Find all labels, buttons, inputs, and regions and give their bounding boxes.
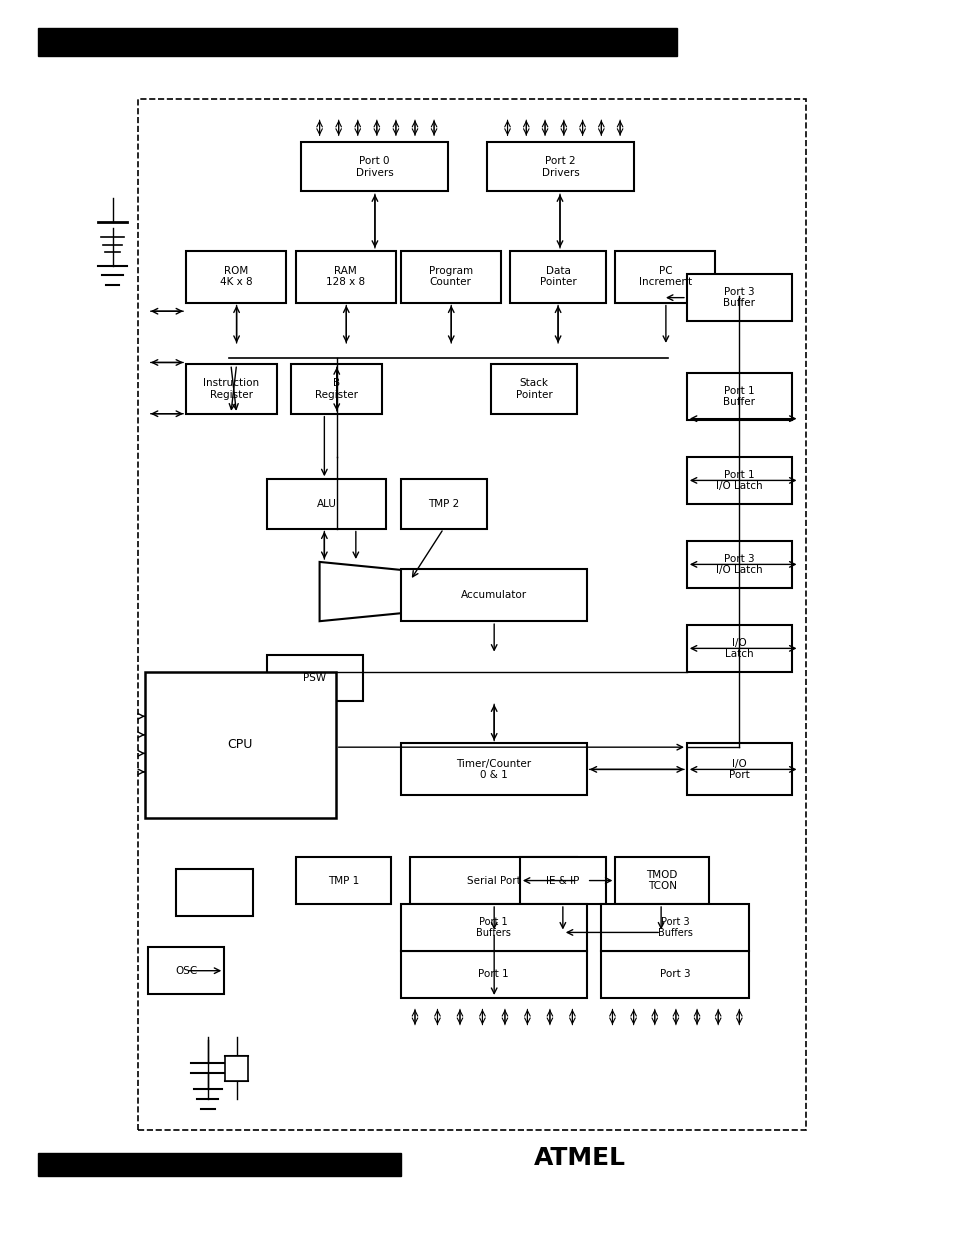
Bar: [38, 1153, 400, 1176]
Text: Port 3: Port 3: [659, 969, 690, 979]
Text: TMP 1: TMP 1: [328, 876, 358, 885]
Bar: [400, 479, 486, 529]
Bar: [519, 857, 605, 904]
Text: TMP 2: TMP 2: [428, 499, 458, 509]
Text: Accumulator: Accumulator: [460, 590, 526, 600]
Text: I/O
Latch: I/O Latch: [724, 637, 753, 659]
Text: Serial Port: Serial Port: [466, 876, 520, 885]
Bar: [176, 869, 253, 916]
Bar: [295, 251, 395, 303]
Text: Instruction
Register: Instruction Register: [203, 378, 259, 400]
Text: ROM
4K x 8: ROM 4K x 8: [219, 266, 253, 288]
Bar: [615, 857, 708, 904]
Bar: [686, 457, 791, 504]
Text: Port 0
Drivers: Port 0 Drivers: [355, 156, 393, 178]
Bar: [300, 142, 448, 191]
Bar: [295, 857, 391, 904]
Bar: [186, 364, 276, 414]
Bar: [400, 569, 586, 621]
Bar: [138, 99, 805, 1130]
Bar: [400, 251, 500, 303]
Text: PSW: PSW: [303, 673, 326, 683]
Text: TMOD
TCON: TMOD TCON: [646, 869, 677, 892]
Bar: [267, 655, 362, 701]
Bar: [225, 1056, 248, 1081]
Bar: [600, 951, 748, 998]
Polygon shape: [319, 562, 410, 621]
Bar: [267, 479, 386, 529]
Text: RAM
128 x 8: RAM 128 x 8: [326, 266, 365, 288]
Bar: [686, 274, 791, 321]
Text: CPU: CPU: [228, 739, 253, 751]
Bar: [400, 951, 586, 998]
Text: Port 1: Port 1: [477, 969, 509, 979]
Text: Port 3
I/O Latch: Port 3 I/O Latch: [716, 553, 761, 576]
Bar: [400, 904, 586, 951]
Text: Port 2
Drivers: Port 2 Drivers: [541, 156, 578, 178]
Bar: [615, 251, 715, 303]
Bar: [686, 541, 791, 588]
Text: Port 1
I/O Latch: Port 1 I/O Latch: [716, 469, 761, 492]
Bar: [186, 251, 286, 303]
Text: PC
Increment: PC Increment: [639, 266, 691, 288]
Text: B
Register: B Register: [314, 378, 357, 400]
Text: IE & IP: IE & IP: [546, 876, 578, 885]
Bar: [686, 743, 791, 795]
Bar: [410, 857, 577, 904]
Text: Timer/Counter
0 & 1: Timer/Counter 0 & 1: [456, 758, 531, 781]
Text: Stack
Pointer: Stack Pointer: [516, 378, 552, 400]
Bar: [400, 743, 586, 795]
Text: Port 3
Buffers: Port 3 Buffers: [657, 916, 692, 939]
Bar: [148, 947, 224, 994]
Bar: [486, 142, 634, 191]
Text: Port 1
Buffer: Port 1 Buffer: [722, 385, 755, 408]
Text: OSC: OSC: [174, 966, 197, 976]
Text: Data
Pointer: Data Pointer: [539, 266, 576, 288]
Text: I/O
Port: I/O Port: [728, 758, 749, 781]
Bar: [600, 904, 748, 951]
Text: ALU: ALU: [316, 499, 336, 509]
Bar: [145, 672, 335, 818]
Bar: [686, 625, 791, 672]
Text: Program
Counter: Program Counter: [428, 266, 473, 288]
Bar: [291, 364, 381, 414]
Bar: [491, 364, 577, 414]
Text: ATMEL: ATMEL: [534, 1146, 625, 1171]
Bar: [38, 28, 677, 56]
Bar: [686, 373, 791, 420]
Text: Port 1
Buffers: Port 1 Buffers: [476, 916, 511, 939]
Text: Port 3
Buffer: Port 3 Buffer: [722, 287, 755, 309]
Bar: [510, 251, 605, 303]
